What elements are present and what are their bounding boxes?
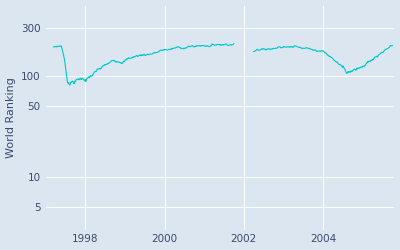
- Y-axis label: World Ranking: World Ranking: [6, 77, 16, 158]
